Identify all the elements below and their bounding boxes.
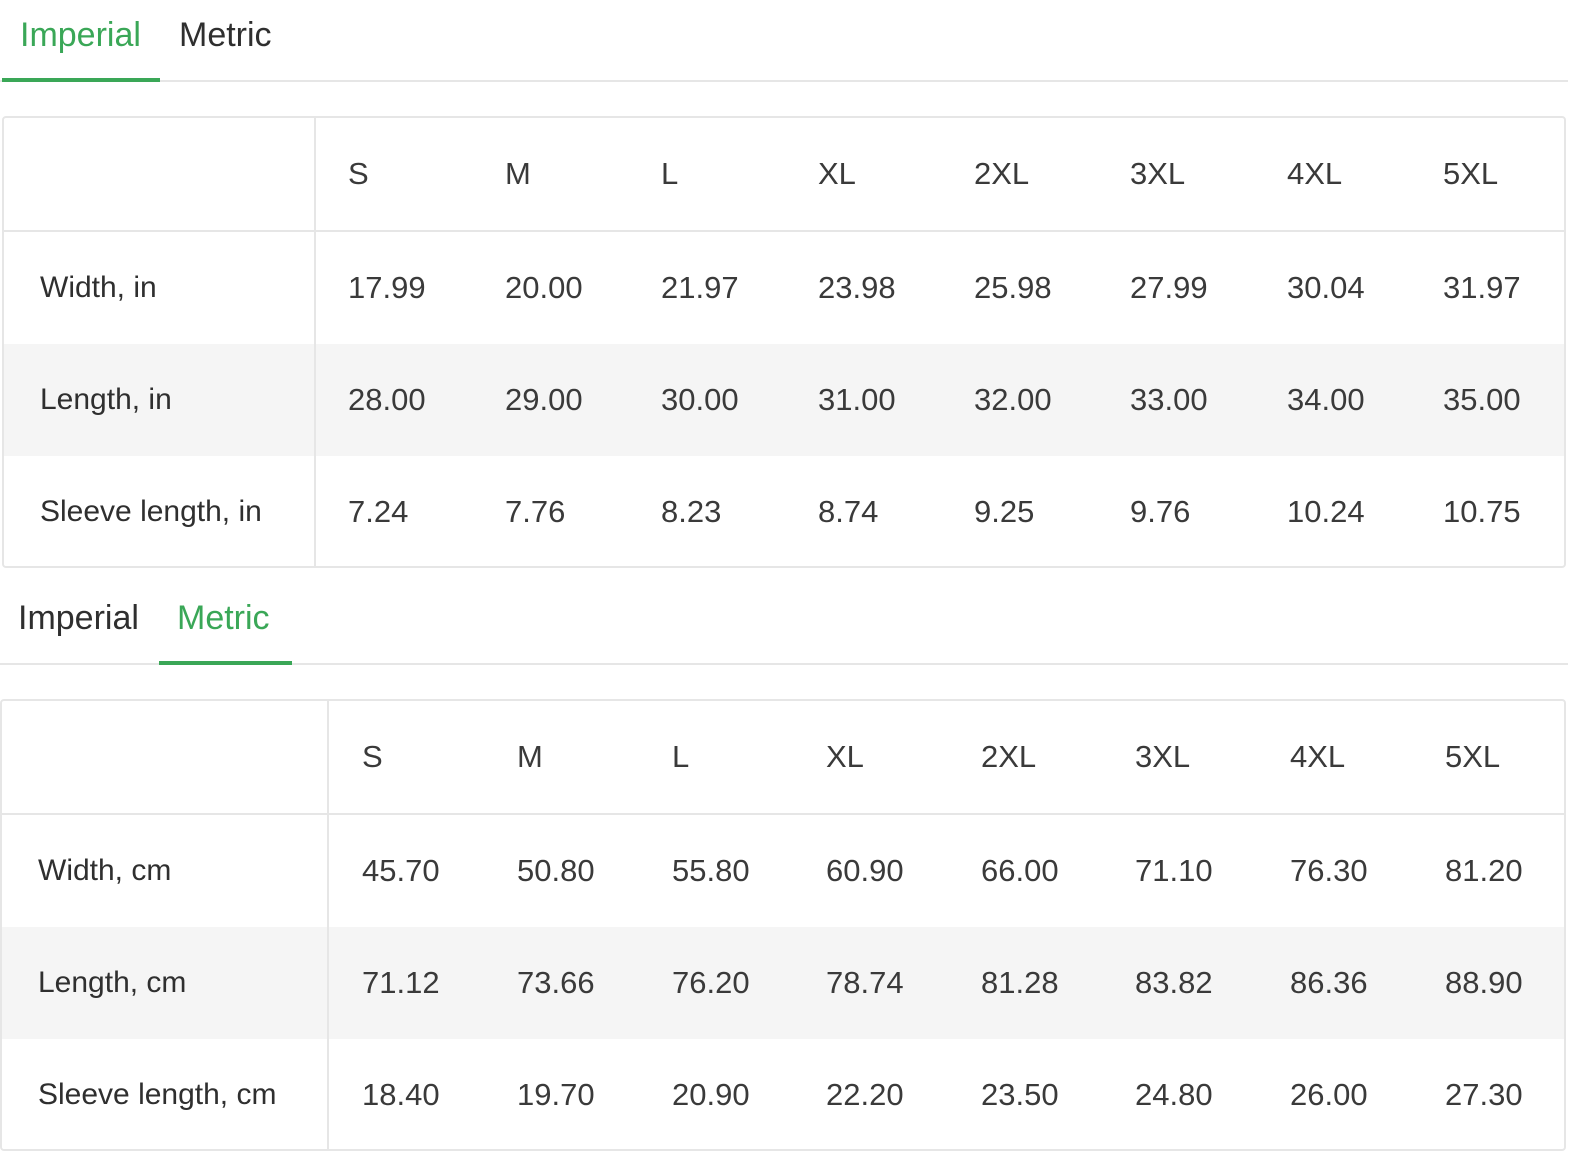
table-cell: 8.74 <box>818 494 879 529</box>
tab-imperial[interactable]: Imperial <box>18 599 139 637</box>
table-cell: 78.74 <box>826 965 904 1000</box>
size-header: XL <box>826 739 864 774</box>
table-row: Width, in 17.99 20.00 21.97 23.98 25.98 … <box>4 232 1564 344</box>
table-cell: 32.00 <box>974 382 1052 417</box>
table-row: Sleeve length, cm 18.40 19.70 20.90 22.2… <box>2 1039 1564 1149</box>
table-cell: 9.76 <box>1130 494 1191 529</box>
unit-tabs: Imperial Metric <box>0 0 1568 82</box>
active-tab-indicator <box>2 78 160 82</box>
table-cell: 34.00 <box>1287 382 1365 417</box>
table-row: Length, in 28.00 29.00 30.00 31.00 32.00… <box>4 344 1564 456</box>
table-cell: 27.30 <box>1445 1077 1523 1112</box>
table-cell: 50.80 <box>517 853 595 888</box>
table-cell: 86.36 <box>1290 965 1368 1000</box>
table-cell: 35.00 <box>1443 382 1521 417</box>
row-label: Width, in <box>4 232 316 344</box>
table-cell: 73.66 <box>517 965 595 1000</box>
table-cell: 25.98 <box>974 270 1052 305</box>
tab-metric[interactable]: Metric <box>179 16 272 54</box>
size-header: 5XL <box>1443 156 1499 191</box>
tab-metric[interactable]: Metric <box>177 599 270 637</box>
table-row: Width, cm 45.70 50.80 55.80 60.90 66.00 … <box>2 815 1564 927</box>
table-cell: 27.99 <box>1130 270 1208 305</box>
table-cell: 66.00 <box>981 853 1059 888</box>
size-header: 2XL <box>981 739 1037 774</box>
table-cell: 88.90 <box>1445 965 1523 1000</box>
table-cell: 76.30 <box>1290 853 1368 888</box>
table-header-row: S M L XL 2XL 3XL 4XL 5XL <box>2 701 1564 815</box>
table-cell: 30.00 <box>661 382 739 417</box>
size-header: 5XL <box>1445 739 1501 774</box>
table-cell: 10.75 <box>1443 494 1521 529</box>
table-cell: 19.70 <box>517 1077 595 1112</box>
table-cell: 7.76 <box>505 494 566 529</box>
table-cell: 81.28 <box>981 965 1059 1000</box>
table-cell: 17.99 <box>348 270 426 305</box>
table-cell: 21.97 <box>661 270 739 305</box>
table-cell: 10.24 <box>1287 494 1365 529</box>
size-table-metric: S M L XL 2XL 3XL 4XL 5XL Width, cm 45.70… <box>0 699 1566 1151</box>
table-header-row: S M L XL 2XL 3XL 4XL 5XL <box>4 118 1564 232</box>
table-row: Length, cm 71.12 73.66 76.20 78.74 81.28… <box>2 927 1564 1039</box>
table-cell: 22.20 <box>826 1077 904 1112</box>
table-cell: 83.82 <box>1135 965 1213 1000</box>
table-cell: 29.00 <box>505 382 583 417</box>
row-label: Length, in <box>4 344 316 456</box>
row-label: Sleeve length, in <box>4 456 316 566</box>
table-cell: 76.20 <box>672 965 750 1000</box>
size-header: M <box>517 739 543 774</box>
table-cell: 55.80 <box>672 853 750 888</box>
table-cell: 45.70 <box>362 853 440 888</box>
table-cell: 26.00 <box>1290 1077 1368 1112</box>
table-cell: 7.24 <box>348 494 409 529</box>
table-cell: 31.00 <box>818 382 896 417</box>
table-cell: 20.90 <box>672 1077 750 1112</box>
size-header: 3XL <box>1130 156 1186 191</box>
table-cell: 60.90 <box>826 853 904 888</box>
table-cell: 24.80 <box>1135 1077 1213 1112</box>
tab-imperial[interactable]: Imperial <box>20 16 141 54</box>
table-cell: 30.04 <box>1287 270 1365 305</box>
table-row: Sleeve length, in 7.24 7.76 8.23 8.74 9.… <box>4 456 1564 566</box>
metric-size-chart: Imperial Metric S M L XL 2XL 3XL 4XL 5XL… <box>0 583 1568 1151</box>
table-cell: 71.10 <box>1135 853 1213 888</box>
size-header: 2XL <box>974 156 1030 191</box>
row-label: Width, cm <box>2 815 329 927</box>
imperial-size-chart: Imperial Metric S M L XL 2XL 3XL 4XL 5XL… <box>0 0 1568 568</box>
size-header: M <box>505 156 531 191</box>
row-label: Sleeve length, cm <box>2 1039 329 1149</box>
size-header: 3XL <box>1135 739 1191 774</box>
size-header: L <box>672 739 690 774</box>
table-cell: 8.23 <box>661 494 722 529</box>
size-header: 4XL <box>1287 156 1343 191</box>
table-cell: 9.25 <box>974 494 1035 529</box>
table-cell: 23.98 <box>818 270 896 305</box>
active-tab-indicator <box>159 661 292 665</box>
table-cell: 28.00 <box>348 382 426 417</box>
size-header: S <box>348 156 369 191</box>
header-corner-cell <box>2 701 329 813</box>
table-cell: 18.40 <box>362 1077 440 1112</box>
table-cell: 31.97 <box>1443 270 1521 305</box>
unit-tabs: Imperial Metric <box>0 583 1568 665</box>
size-header: L <box>661 156 679 191</box>
table-cell: 23.50 <box>981 1077 1059 1112</box>
row-label: Length, cm <box>2 927 329 1039</box>
size-header: S <box>362 739 383 774</box>
size-table-imperial: S M L XL 2XL 3XL 4XL 5XL Width, in 17.99… <box>2 116 1566 568</box>
size-header: XL <box>818 156 856 191</box>
table-cell: 81.20 <box>1445 853 1523 888</box>
table-cell: 33.00 <box>1130 382 1208 417</box>
header-corner-cell <box>4 118 316 230</box>
table-cell: 71.12 <box>362 965 440 1000</box>
table-cell: 20.00 <box>505 270 583 305</box>
size-header: 4XL <box>1290 739 1346 774</box>
